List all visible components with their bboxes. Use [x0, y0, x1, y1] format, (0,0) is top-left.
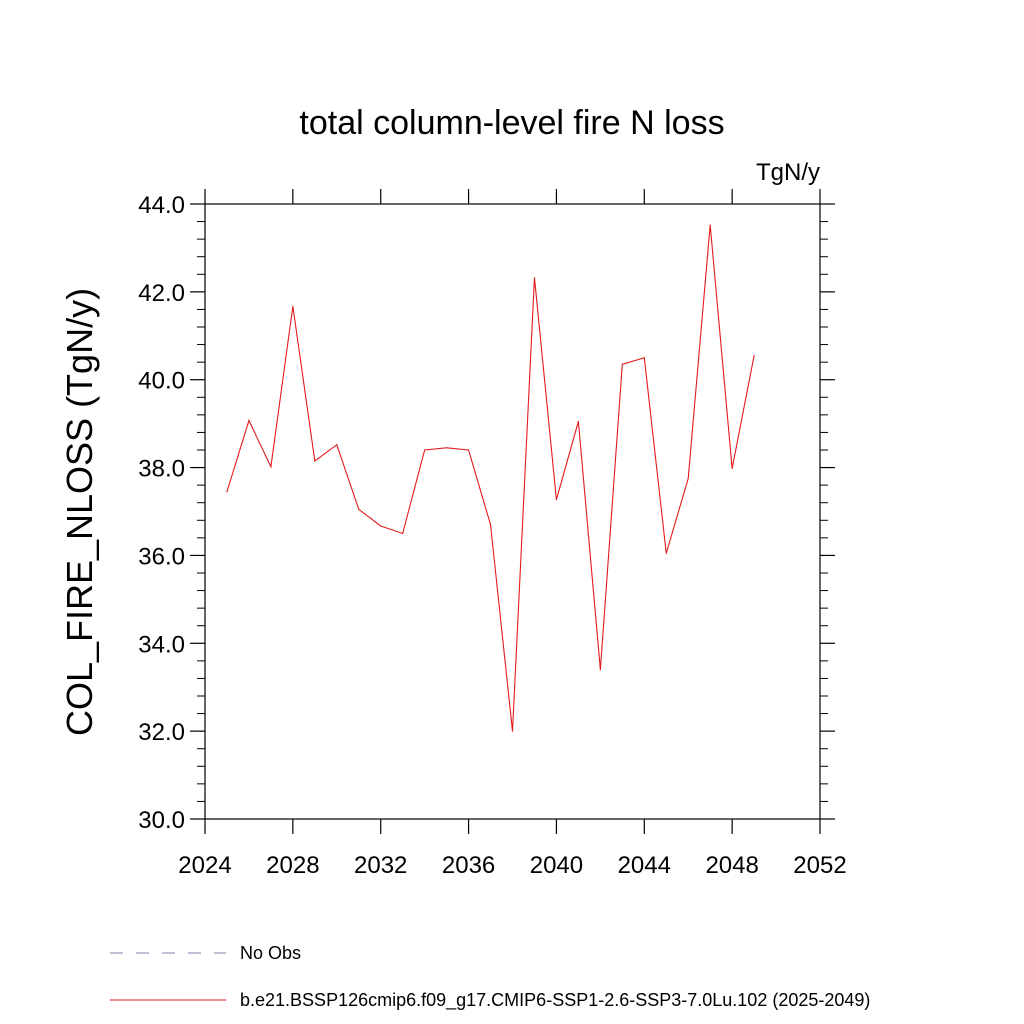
data-point [314, 460, 316, 462]
plot-frame [204, 203, 821, 820]
y-tick-label: 30.0 [138, 807, 185, 834]
x-tick-label: 2052 [793, 852, 846, 879]
data-point [599, 669, 601, 671]
x-tick-label: 2024 [178, 852, 231, 879]
data-point [358, 508, 360, 510]
series-layer [226, 224, 755, 732]
legend-label: b.e21.BSSP126cmip6.f09_g17.CMIP6-SSP1-2.… [240, 990, 870, 1011]
data-point [555, 499, 558, 501]
axes: 30.0 32.0 34.0 36.0 38.0 40.0 42.0 44.0 2024 2028… [138, 189, 847, 879]
data-point [687, 477, 689, 480]
chart-title: total column-level fire N loss [299, 104, 724, 142]
data-point [731, 467, 733, 470]
data-point [621, 363, 623, 365]
data-point [643, 357, 645, 359]
y-tick-label: 38.0 [138, 456, 185, 483]
data-point [511, 730, 514, 732]
x-tick-label: 2044 [618, 852, 671, 879]
y-tick-label: 42.0 [138, 280, 185, 307]
data-point [533, 277, 536, 279]
x-tick-label: 2028 [266, 852, 319, 879]
legend: No Obs b.e21.BSSP126cmip6.f09_g17.CMIP6-S… [110, 943, 870, 1011]
data-point [665, 552, 667, 554]
y-tick-label: 36.0 [138, 543, 185, 570]
data-point [424, 449, 426, 451]
data-point [248, 419, 250, 422]
x-tick-label: 2048 [705, 852, 758, 879]
data-point [753, 354, 755, 357]
y-tick-label: 40.0 [138, 368, 185, 395]
y-tick-label: 44.0 [138, 192, 185, 219]
y-axis-label: COL_FIRE_NLOSS (TgN/y) [59, 288, 100, 736]
data-point [380, 525, 382, 527]
y-tick-label: 32.0 [138, 719, 185, 746]
data-point [577, 420, 579, 423]
data-point [336, 444, 338, 446]
data-point [292, 305, 294, 307]
data-point [446, 447, 448, 449]
series-line [226, 225, 755, 732]
units-label: TgN/y [756, 159, 820, 186]
data-point [402, 532, 404, 535]
x-tick-label: 2040 [530, 852, 583, 879]
x-tick-label: 2032 [354, 852, 407, 879]
data-point [270, 466, 272, 468]
legend-label: No Obs [240, 943, 301, 963]
x-tick-label: 2036 [442, 852, 495, 879]
data-point [489, 524, 492, 526]
data-point [467, 449, 470, 451]
y-tick-label: 34.0 [138, 631, 185, 658]
data-point [709, 224, 711, 226]
data-point [226, 491, 228, 493]
